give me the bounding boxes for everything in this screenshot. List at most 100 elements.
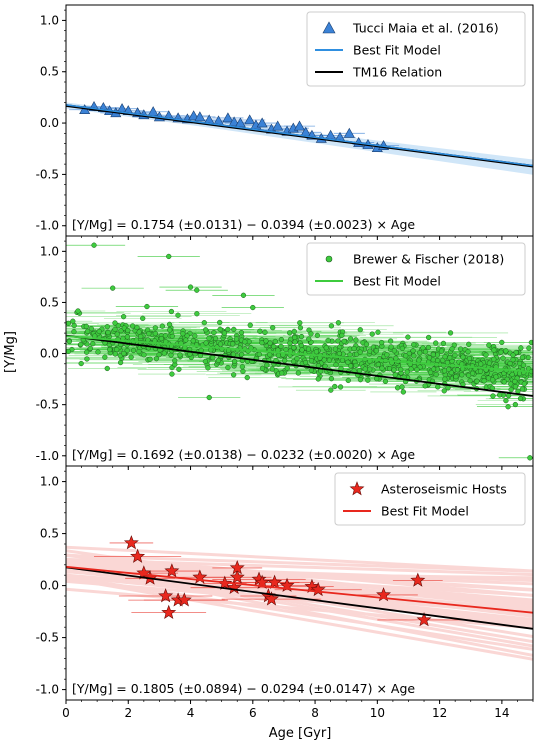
data-point: [114, 346, 120, 353]
data-point: [373, 348, 380, 354]
data-point: [244, 114, 256, 125]
data-point: [107, 346, 113, 353]
data-point: [161, 350, 167, 356]
data-point: [278, 336, 285, 343]
legend: Tucci Maia et al. (2016) Best Fit Model TM…: [306, 11, 526, 87]
data-point: [84, 328, 91, 334]
data-point: [457, 346, 464, 352]
data-point: [110, 285, 116, 291]
data-point: [453, 373, 459, 380]
data-point: [498, 349, 504, 355]
data-point: [393, 355, 399, 361]
fit-equation: [Y/Mg] = 0.1692 (±0.0138) − 0.0232 (±0.0…: [72, 447, 415, 462]
data-point: [297, 325, 304, 331]
fit-sample-line: [66, 569, 533, 622]
data-point: [158, 335, 164, 342]
data-point: [206, 394, 212, 401]
data-point: [117, 359, 124, 366]
data-point: [256, 351, 262, 357]
data-point: [114, 331, 120, 337]
data-point: [120, 314, 127, 320]
data-point: [231, 372, 237, 378]
data-point: [501, 379, 507, 385]
fit-sample-line: [66, 545, 533, 573]
data-point: [528, 339, 533, 346]
data-point: [382, 378, 389, 384]
data-point: [466, 341, 472, 347]
y-tick-label: 0.5: [40, 65, 59, 79]
data-point: [284, 365, 290, 371]
data-point: [112, 351, 119, 357]
data-point: [201, 320, 207, 326]
data-point: [449, 346, 455, 352]
data-point: [343, 127, 355, 138]
data-point: [357, 327, 363, 333]
data-point: [345, 377, 351, 384]
data-point: [272, 338, 278, 345]
data-point: [123, 535, 139, 550]
data-point: [166, 321, 173, 328]
data-point: [140, 315, 146, 322]
data-point: [520, 362, 527, 368]
best-fit-line: [66, 565, 533, 614]
data-point: [176, 366, 182, 372]
data-point: [156, 352, 162, 358]
y-tick-label: -0.5: [36, 631, 59, 645]
data-point: [308, 367, 315, 373]
data-point: [121, 350, 127, 357]
data-point: [459, 372, 465, 378]
legend-label: Best Fit Model: [353, 43, 441, 58]
data-point: [478, 361, 484, 367]
data-point: [347, 363, 354, 369]
data-point: [221, 330, 228, 336]
data-point: [96, 328, 102, 335]
data-point: [308, 358, 315, 364]
data-point: [291, 345, 297, 351]
data-point: [175, 312, 181, 318]
data-point: [272, 120, 284, 131]
fit-equation: [Y/Mg] = 0.1754 (±0.0131) − 0.0394 (±0.0…: [72, 217, 415, 232]
data-point: [326, 357, 333, 363]
data-point: [332, 346, 339, 352]
data-point: [90, 341, 96, 347]
data-point: [190, 338, 196, 344]
data-point: [192, 333, 198, 339]
fit-sample-line: [66, 576, 533, 661]
data-point: [83, 323, 90, 330]
data-point: [194, 311, 200, 317]
data-point: [238, 330, 245, 336]
data-point: [491, 356, 497, 362]
data-point: [411, 353, 417, 359]
data-point: [215, 357, 222, 364]
data-point: [374, 376, 380, 382]
data-point: [250, 304, 256, 311]
data-point: [460, 354, 466, 360]
fit-sample-line: [66, 564, 533, 648]
data-point: [365, 377, 371, 383]
data-point: [379, 365, 385, 371]
data-point: [341, 338, 347, 344]
data-point: [332, 383, 338, 390]
data-point: [398, 366, 404, 373]
best-fit-line: [66, 335, 533, 373]
data-point: [466, 372, 472, 379]
data-point: [518, 345, 524, 351]
panel-top: -1.0 -0.5 0.0 0.5 1.0 [Y/Mg] = 0.1754 (±0.013…: [36, 4, 534, 240]
data-point: [466, 355, 473, 362]
data-point: [205, 365, 211, 371]
data-point: [404, 369, 410, 375]
data-point: [306, 336, 312, 342]
data-point: [88, 326, 94, 332]
y-tick-label: 1.0: [40, 244, 59, 258]
data-point: [292, 334, 298, 341]
data-point: [169, 371, 175, 377]
data-point: [517, 395, 524, 402]
data-point: [291, 328, 297, 335]
data-point: [335, 320, 342, 326]
data-point: [481, 378, 487, 384]
fit-sample-line: [66, 558, 533, 591]
data-point: [483, 352, 489, 358]
data-point: [231, 358, 238, 365]
y-tick-label: -1.0: [36, 449, 59, 463]
data-point: [417, 350, 423, 356]
